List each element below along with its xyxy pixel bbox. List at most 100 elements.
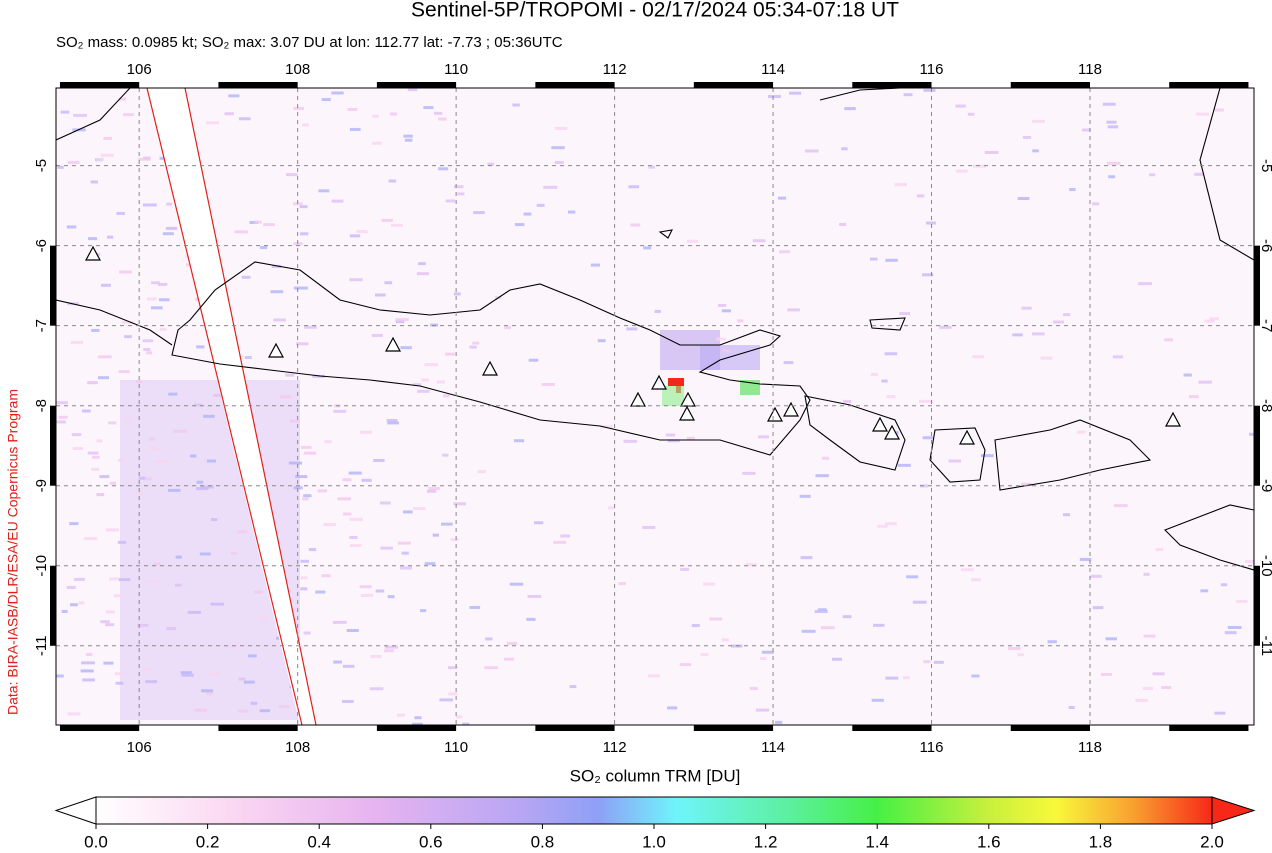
x-tick-label: 106 xyxy=(127,739,152,756)
speckle xyxy=(967,112,975,116)
speckle xyxy=(304,325,317,329)
speckle xyxy=(375,293,386,297)
speckle xyxy=(413,507,426,511)
speckle xyxy=(768,95,781,99)
speckle xyxy=(903,93,913,97)
speckle xyxy=(1198,380,1212,384)
speckle xyxy=(162,232,174,236)
speckle xyxy=(372,141,382,145)
frame-bar xyxy=(1010,725,1090,731)
colorbar-tick-label: 1.4 xyxy=(865,832,889,851)
speckle xyxy=(288,461,303,465)
speckle xyxy=(90,180,98,184)
speckle xyxy=(238,117,251,121)
speckle xyxy=(105,623,115,627)
speckle xyxy=(321,98,331,102)
speckle xyxy=(300,587,308,591)
speckle xyxy=(442,453,449,457)
speckle xyxy=(844,107,856,111)
speckle xyxy=(680,567,690,571)
speckle xyxy=(1138,282,1152,286)
coast-kalimantan xyxy=(819,88,1254,261)
y-tick-label: -11 xyxy=(33,635,50,656)
speckle xyxy=(300,576,308,580)
speckle xyxy=(453,292,461,296)
speckle xyxy=(722,349,731,353)
speckle xyxy=(380,501,391,505)
speckle xyxy=(342,664,355,668)
frame-bar xyxy=(693,725,774,731)
colorbar-tick-label: 1.2 xyxy=(754,832,778,851)
volcano xyxy=(384,336,402,352)
volcano xyxy=(84,245,102,261)
speckle xyxy=(1063,513,1071,517)
speckle xyxy=(70,340,84,344)
speckle xyxy=(227,644,238,648)
speckle xyxy=(295,342,309,346)
speckle xyxy=(1100,672,1113,676)
frame-bar xyxy=(1254,245,1260,326)
speckle xyxy=(1214,108,1224,112)
speckle xyxy=(278,705,290,709)
speckle xyxy=(259,246,268,250)
speckle xyxy=(1068,706,1075,710)
colorbar-over xyxy=(1211,796,1256,825)
speckle xyxy=(441,522,453,526)
speckle xyxy=(390,223,403,227)
speckle xyxy=(189,454,197,458)
speckle xyxy=(67,160,80,164)
speckle xyxy=(166,202,173,206)
speckle xyxy=(626,327,638,331)
speckle xyxy=(397,541,411,545)
speckle xyxy=(1082,128,1091,132)
speckle xyxy=(109,481,117,485)
speckle xyxy=(1102,102,1116,106)
speckle xyxy=(138,157,151,161)
speckle xyxy=(348,471,362,475)
speckle xyxy=(919,484,929,488)
speckle xyxy=(203,414,215,418)
speckle xyxy=(143,348,151,352)
speckle xyxy=(157,282,168,286)
so2-max xyxy=(668,378,684,386)
speckle xyxy=(92,455,100,459)
speckle xyxy=(237,530,248,534)
speckle xyxy=(138,476,146,480)
speckle xyxy=(370,655,382,659)
speckle xyxy=(180,671,192,675)
speckle xyxy=(1017,653,1024,657)
speckle xyxy=(118,370,130,374)
speckle xyxy=(213,393,227,397)
speckle xyxy=(779,250,791,254)
speckle xyxy=(686,239,699,243)
speckle xyxy=(346,629,359,633)
speckle xyxy=(870,372,878,376)
speckle xyxy=(136,492,144,496)
speckle xyxy=(350,544,362,548)
speckle xyxy=(158,298,170,302)
speckle xyxy=(647,674,660,678)
frame-bar xyxy=(535,725,615,731)
speckle xyxy=(820,626,835,630)
speckle xyxy=(1105,637,1117,641)
speckle xyxy=(839,222,847,226)
speckle xyxy=(462,722,470,725)
speckle xyxy=(72,447,84,451)
speckle xyxy=(642,525,656,529)
speckle xyxy=(800,556,813,560)
speckle xyxy=(331,91,344,95)
speckle xyxy=(159,327,167,331)
speckle xyxy=(843,399,852,403)
speckle xyxy=(259,709,271,713)
speckle xyxy=(254,220,262,224)
speckle xyxy=(299,205,308,209)
colorbar xyxy=(95,796,1213,825)
speckle xyxy=(971,578,981,582)
speckle xyxy=(477,470,486,474)
speckle xyxy=(119,97,127,101)
speckle xyxy=(206,692,213,696)
colorbar-tick-label: 0.0 xyxy=(84,832,108,851)
speckle xyxy=(87,451,99,455)
speckle xyxy=(628,185,640,189)
speckle xyxy=(303,631,311,635)
